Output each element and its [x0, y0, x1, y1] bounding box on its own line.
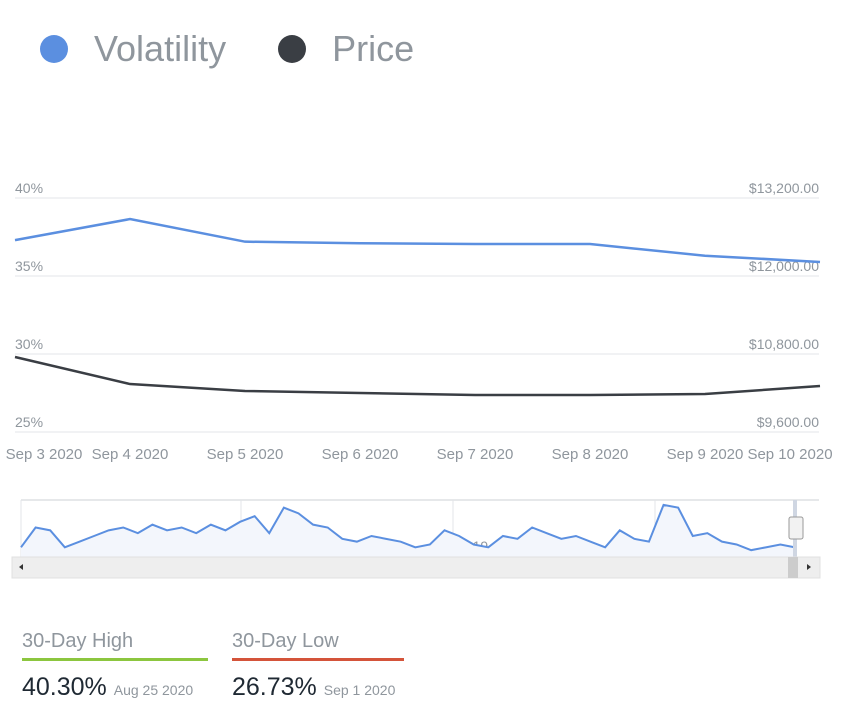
scroll-right-arrow-icon[interactable] — [807, 564, 811, 570]
series-line-volatility — [14, 217, 821, 264]
scrollbar-thumb[interactable] — [788, 557, 798, 578]
x-axis-tick: Sep 9 2020 — [667, 446, 744, 463]
left-axis-tick: 35% — [15, 258, 43, 274]
volatility-dot-icon — [40, 35, 68, 63]
right-axis-tick: $13,200.00 — [749, 180, 819, 196]
scroll-left-arrow-icon[interactable] — [19, 564, 23, 570]
series-line-price — [14, 355, 821, 397]
price-dot-icon — [278, 35, 307, 63]
legend-label: Volatility — [94, 28, 227, 69]
x-axis-tick: Sep 6 2020 — [322, 446, 399, 463]
x-axis-tick: Sep 4 2020 — [92, 446, 169, 463]
left-axis-tick: 30% — [15, 336, 43, 352]
legend-item-volatility[interactable]: Volatility — [40, 28, 226, 70]
left-axis-tick: 40% — [15, 180, 43, 196]
legend-item-price[interactable]: Price — [278, 28, 414, 70]
navigator-series-line — [20, 503, 796, 552]
chart-legend: Volatility Price — [40, 28, 414, 70]
stat-30-day-high: 30-Day High 40.30% Aug 25 2020 — [22, 630, 208, 702]
stat-label: 30-Day High — [22, 630, 208, 661]
stat-value: 26.73% — [232, 673, 317, 701]
right-axis-tick: $10,800.00 — [749, 336, 819, 352]
x-axis-tick: Sep 7 2020 — [437, 446, 514, 463]
legend-label: Price — [332, 28, 415, 69]
x-axis-tick: Sep 10 2020 — [747, 446, 832, 463]
left-axis-tick: 25% — [15, 414, 43, 430]
stats-panel: 30-Day High 40.30% Aug 25 2020 30-Day Lo… — [22, 630, 404, 702]
x-axis-tick: Sep 5 2020 — [207, 446, 284, 463]
stat-30-day-low: 30-Day Low 26.73% Sep 1 2020 — [232, 630, 404, 702]
x-axis-tick: Sep 3 2020 — [6, 446, 83, 463]
x-axis-tick: Sep 8 2020 — [552, 446, 629, 463]
stat-date: Sep 1 2020 — [323, 682, 396, 698]
navigator-area — [21, 504, 795, 557]
navigator-scrollbar[interactable] — [11, 556, 821, 579]
right-axis-tick: $9,600.00 — [757, 414, 819, 430]
stat-label: 30-Day Low — [232, 630, 404, 661]
stat-value: 40.30% — [22, 673, 107, 701]
stat-date: Aug 25 2020 — [113, 682, 194, 698]
navigator-handle[interactable] — [788, 516, 804, 540]
